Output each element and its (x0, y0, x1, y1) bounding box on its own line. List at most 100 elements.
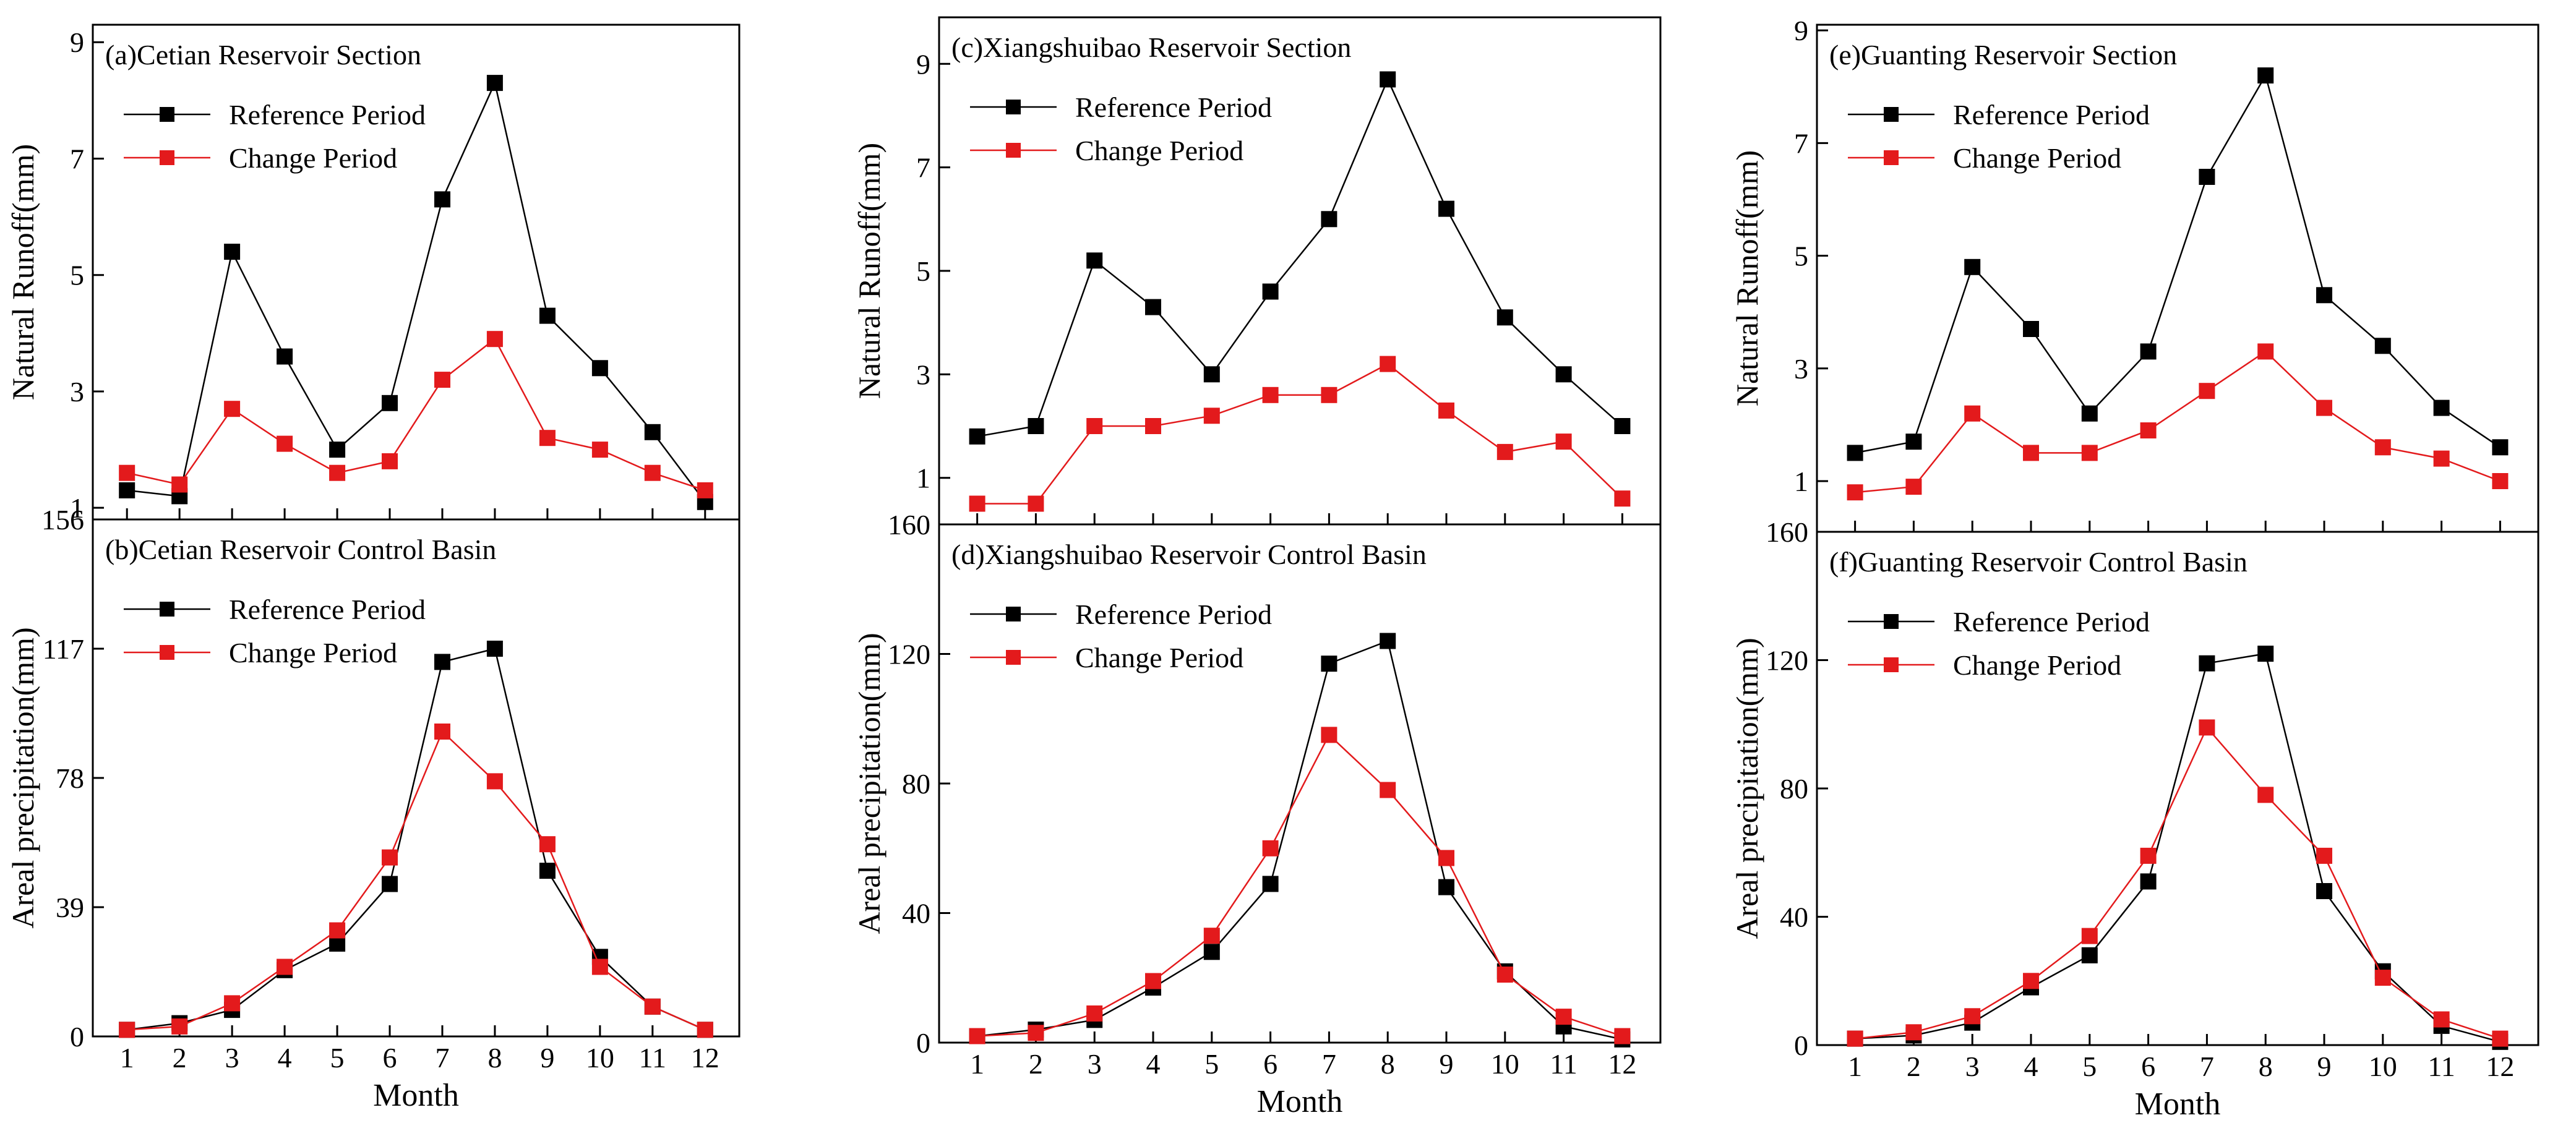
precip-xtick-label: 9 (1439, 1048, 1453, 1080)
runoff-series-reference-point (2316, 287, 2332, 304)
legend-marker (160, 150, 174, 165)
runoff-series-reference-point (2023, 321, 2039, 337)
legend-marker (1006, 607, 1021, 621)
runoff-series-reference-point (119, 482, 135, 498)
runoff-series-reference-point (1438, 200, 1454, 217)
precip-xtick-label: 5 (2082, 1051, 2097, 1082)
runoff-series-change-line (977, 363, 1623, 505)
precip-xtick-label: 4 (278, 1042, 292, 1074)
runoff-series-change-point (382, 453, 398, 469)
runoff-series-change-point (2140, 422, 2157, 438)
runoff-series-reference (119, 75, 713, 510)
precip-xtick-label: 1 (970, 1048, 984, 1080)
precip-title: (f)Guanting Reservoir Control Basin (1829, 546, 2248, 578)
precip-series-change-point (329, 922, 346, 939)
runoff-ytick-label: 7 (70, 143, 84, 174)
precip-series-change-point (1028, 1025, 1044, 1041)
precip-series-reference (1847, 646, 2509, 1050)
precip-series-reference-line (1855, 652, 2501, 1043)
precip-xtick-label: 12 (1608, 1048, 1636, 1080)
precip-xlabel: Month (373, 1078, 459, 1113)
runoff-series-change-point (2433, 450, 2450, 467)
legend-marker (1884, 657, 1899, 672)
runoff-series-reference-point (1028, 418, 1044, 434)
precip-series-change-point (1203, 928, 1220, 944)
runoff-series-reference-point (486, 75, 503, 92)
precip-xtick-label: 6 (383, 1042, 397, 1074)
runoff-series-change-point (1380, 356, 1396, 372)
runoff-series-change-point (1555, 433, 1572, 450)
legend-marker (1884, 614, 1899, 629)
legend-label: Change Period (1953, 649, 2121, 681)
runoff-ytick-label: 5 (916, 255, 930, 287)
runoff-series-change-point (1262, 386, 1279, 403)
precip-xtick-label: 1 (1848, 1051, 1862, 1082)
legend-label: Reference Period (229, 99, 426, 130)
precip-series-reference-point (1262, 876, 1279, 892)
precip-series-change-point (1496, 967, 1513, 983)
legend-label: Change Period (229, 142, 397, 174)
runoff-series-reference-point (1321, 211, 1337, 228)
runoff-series-change-point (644, 464, 661, 481)
precip-ytick-label: 80 (1780, 773, 1808, 805)
precip-xtick-label: 10 (586, 1042, 614, 1074)
precip-series-change-point (2081, 928, 2098, 944)
precip-xtick-label: 10 (2369, 1051, 2397, 1082)
runoff-series-change-point (224, 401, 241, 417)
runoff-series-reference-point (2433, 399, 2450, 416)
runoff-series-reference-point (329, 442, 346, 458)
runoff-series-change-point (1496, 443, 1513, 460)
runoff-ylabel: Natural Runoff(mm) (1730, 150, 1764, 406)
precip-series-change-point (171, 1018, 188, 1035)
precip-series-change-point (2433, 1011, 2450, 1028)
precip-series-change-point (2316, 847, 2332, 864)
runoff-legend-change: Change Period (970, 135, 1243, 166)
runoff-series-change-point (486, 331, 503, 348)
precip-xtick-label: 2 (1907, 1051, 1921, 1082)
runoff-ytick-label: 9 (70, 27, 84, 58)
precip-xtick-label: 10 (1491, 1048, 1519, 1080)
legend-label: Reference Period (229, 594, 426, 625)
column-cetian: 1 3 5 7 9 Natural Runoff(mm) (a)Cetian Reservo… (6, 23, 741, 1113)
runoff-series-change-point (1905, 479, 1922, 495)
runoff-ytick-label: 7 (1794, 127, 1808, 159)
runoff-title: (a)Cetian Reservoir Section (105, 39, 421, 70)
runoff-series-change-point (119, 464, 135, 481)
runoff-ytick-label: 1 (70, 492, 84, 524)
runoff-series-change-point (2199, 383, 2215, 399)
runoff-series-reference-point (1262, 283, 1279, 300)
runoff-series-reference-line (127, 80, 706, 503)
runoff-series-reference (1847, 67, 2509, 461)
runoff-ytick-label: 9 (916, 48, 930, 80)
runoff-series-reference-point (539, 307, 556, 324)
runoff-series-reference-point (1614, 418, 1631, 434)
runoff-series-change-point (2316, 399, 2332, 416)
precip-legend-reference: Reference Period (970, 599, 1272, 630)
runoff-series-reference-point (2492, 439, 2509, 456)
runoff-ytick-label: 7 (916, 152, 930, 184)
precip-ylabel: Areal precipitation(mm) (6, 627, 40, 928)
legend-marker (1006, 650, 1021, 665)
runoff-series-reference (969, 71, 1631, 445)
precip-ytick-label: 0 (916, 1027, 930, 1059)
runoff-series-change-point (539, 430, 556, 446)
runoff-series-change (119, 331, 713, 498)
legend-marker (1006, 100, 1021, 114)
precip-title: (d)Xiangshuibao Reservoir Control Basin (951, 539, 1427, 570)
runoff-series-reference-point (1964, 258, 1981, 275)
precip-series-reference-line (977, 639, 1623, 1041)
precip-xtick-label: 5 (1204, 1048, 1219, 1080)
precip-series-reference-point (1321, 655, 1337, 672)
precip-xtick-label: 4 (1146, 1048, 1161, 1080)
precip-series-reference-point (2140, 873, 2157, 890)
runoff-series-change-point (697, 482, 713, 498)
precip-ytick-label: 0 (1794, 1030, 1808, 1061)
precip-series-change (119, 724, 713, 1038)
runoff-series-reference-point (2081, 405, 2098, 422)
runoff-series-reference-point (1086, 252, 1103, 269)
runoff-series-change-point (2023, 445, 2039, 461)
precip-series-change-point (2140, 847, 2157, 864)
runoff-ytick-label: 3 (1794, 353, 1808, 385)
precip-xtick-label: 5 (330, 1042, 345, 1074)
runoff-ytick-label: 3 (70, 376, 84, 408)
